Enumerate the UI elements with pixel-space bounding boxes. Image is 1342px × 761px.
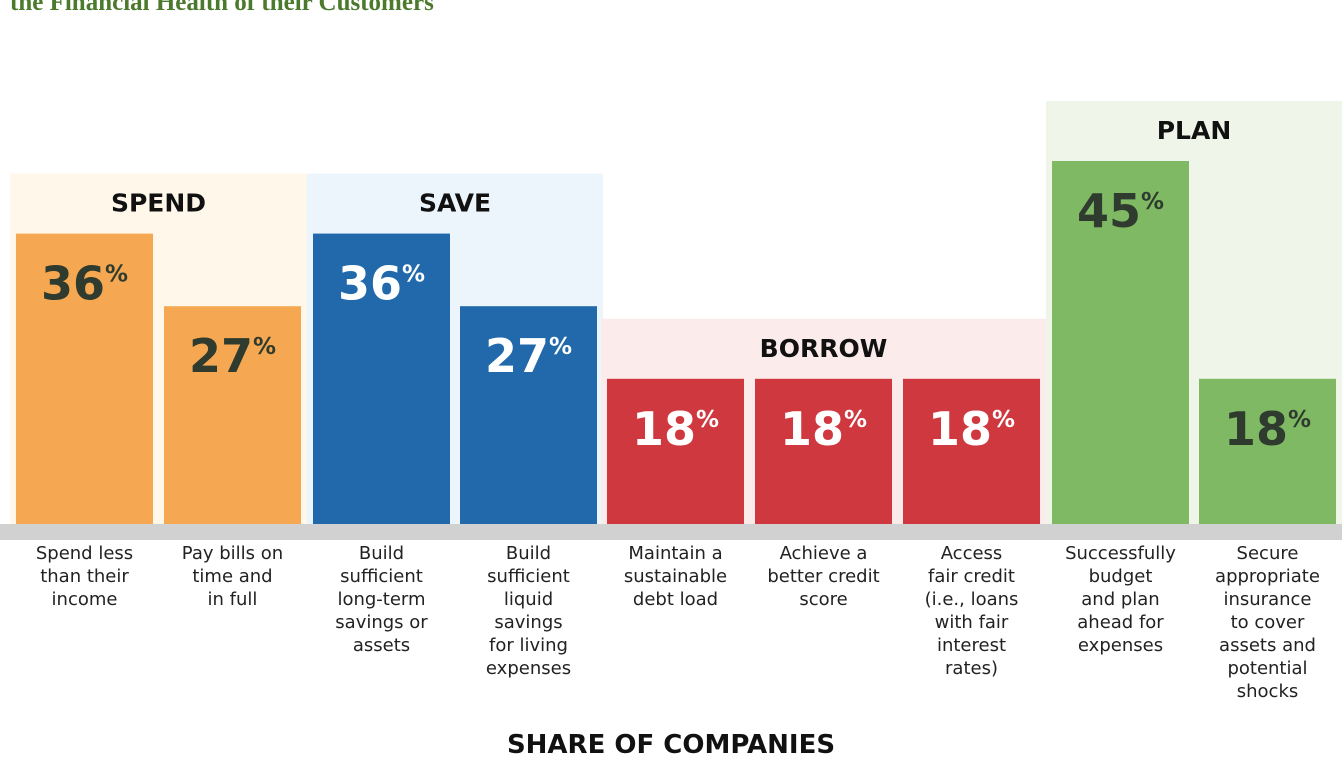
data-label-borrow-1: 18% — [632, 402, 719, 456]
data-label-spend-1: 36% — [41, 257, 128, 311]
x-axis-baseline — [0, 524, 1342, 540]
bar-borrow-3 — [903, 378, 1040, 526]
x-axis-title: SHARE OF COMPANIES — [506, 730, 836, 760]
group-label-spend: SPEND — [111, 189, 206, 218]
x-tick-label: Spend less than their income — [35, 543, 134, 610]
data-label-borrow-2: 18% — [780, 402, 867, 456]
data-label-save-1: 36% — [338, 257, 425, 311]
group-label-borrow: BORROW — [760, 334, 888, 363]
x-tick-label: Build sufficient long-term savings or assets — [335, 543, 428, 656]
bar-save-2 — [460, 306, 597, 526]
bar-spend-2 — [164, 306, 301, 526]
x-tick-label: Successfully budget and plan ahead for expen… — [1065, 543, 1176, 656]
data-label-plan-1: 45% — [1077, 184, 1164, 238]
bar-save-1 — [313, 233, 450, 526]
bar-spend-1 — [16, 233, 153, 526]
x-tick-label: Maintain a sustainable debt load — [623, 543, 728, 610]
x-tick-label: Access fair credit (i.e., loans with fair in… — [924, 543, 1019, 679]
x-tick-label: Achieve a better credit score — [767, 543, 880, 610]
data-label-save-2: 27% — [485, 329, 572, 383]
x-tick-label: Pay bills on time and in full — [181, 543, 284, 610]
group-label-plan: PLAN — [1157, 116, 1232, 145]
bar-plan-2 — [1199, 378, 1336, 526]
x-tick-label: Build sufficient liquid savings for living ex… — [485, 543, 572, 679]
x-tick-label: Secure appropriate insurance to cover assets… — [1215, 543, 1320, 702]
bar-borrow-2 — [755, 378, 892, 526]
data-label-plan-2: 18% — [1224, 402, 1311, 456]
data-label-spend-2: 27% — [189, 329, 276, 383]
group-label-save: SAVE — [419, 189, 491, 218]
bar-plan-1 — [1052, 161, 1189, 526]
chart-title: the Financial Health of their Customers — [10, 0, 434, 16]
bar-borrow-1 — [607, 378, 744, 526]
data-label-borrow-3: 18% — [928, 402, 1015, 456]
